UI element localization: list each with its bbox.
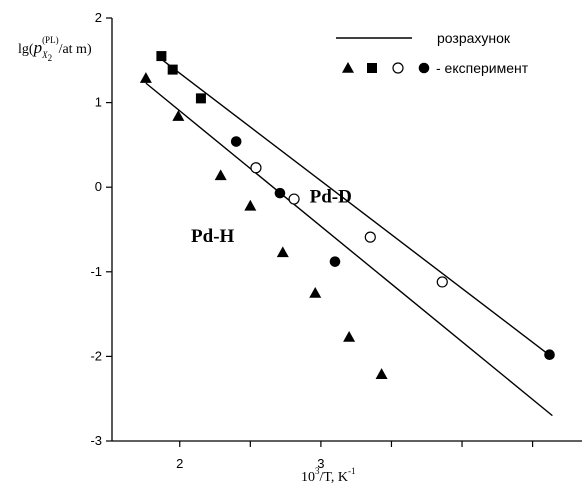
y-tick-label: 1	[95, 95, 102, 110]
circle-open-point	[250, 162, 262, 174]
circle-filled-point	[274, 187, 286, 199]
y-tick-label: -3	[90, 433, 102, 448]
y-axis-label-suffix: /at m)	[59, 42, 92, 57]
y-axis-label-sub2: 2	[48, 53, 53, 63]
square-point	[195, 93, 206, 104]
triangle-point	[375, 368, 388, 379]
triangle-point	[139, 72, 152, 83]
circle-filled-point	[544, 349, 555, 361]
y-tick-label: -2	[90, 348, 102, 363]
circle-open-point	[288, 193, 300, 205]
square-point	[167, 64, 178, 75]
legend-line-label: розрахунок	[437, 30, 511, 46]
fit-line-pd-h	[145, 82, 553, 417]
x-axis-label-base: 10	[301, 470, 315, 483]
circle-filled-point	[329, 256, 341, 267]
fit-lines-layer	[145, 59, 553, 417]
y-axis-label-prefix: lg(	[18, 42, 34, 57]
legend: розрахунок - експеримент	[336, 30, 529, 76]
legend-triangle-marker	[342, 62, 354, 73]
y-axis-label-sub: X	[41, 50, 48, 60]
y-axis-label-sup: (PL)	[42, 35, 59, 45]
circle-open-point	[364, 231, 376, 243]
labels-layer: Pd-H Pd-D	[191, 186, 352, 247]
x-axis-label-mid: /T, K	[320, 470, 349, 483]
series-label-pd-d: Pd-D	[310, 186, 352, 207]
y-tick-label: -1	[90, 264, 102, 279]
series-label-pd-h: Pd-H	[191, 226, 235, 247]
y-axis-label-p: p	[33, 38, 43, 57]
triangle-point	[214, 169, 227, 181]
triangle-point	[276, 246, 289, 258]
legend-circle-filled-marker	[418, 62, 430, 74]
x-axis-label: 103/T, K-1	[301, 466, 356, 483]
legend-marker-label: - експеримент	[436, 60, 529, 76]
y-axis-label: lg(pX2 (PL)/at m)	[18, 35, 92, 63]
triangle-point	[244, 199, 257, 211]
triangle-point	[309, 286, 322, 298]
data-points-layer	[139, 51, 555, 379]
x-axis-label-sup1: 3	[315, 466, 320, 476]
square-point	[156, 51, 167, 62]
x-axis-label-sup2: -1	[348, 466, 356, 476]
triangle-point	[172, 110, 185, 121]
x-tick-label: 2	[176, 456, 183, 471]
circle-filled-point	[230, 136, 242, 147]
x-tick-label: 3	[317, 456, 324, 471]
y-tick-label: 2	[95, 10, 102, 25]
triangle-point	[343, 330, 356, 342]
y-tick-label: 0	[95, 179, 102, 194]
legend-square-marker	[367, 63, 377, 73]
circle-open-point	[436, 276, 448, 288]
legend-circle-open-marker	[392, 62, 404, 74]
fit-line-pd-d	[162, 59, 548, 354]
